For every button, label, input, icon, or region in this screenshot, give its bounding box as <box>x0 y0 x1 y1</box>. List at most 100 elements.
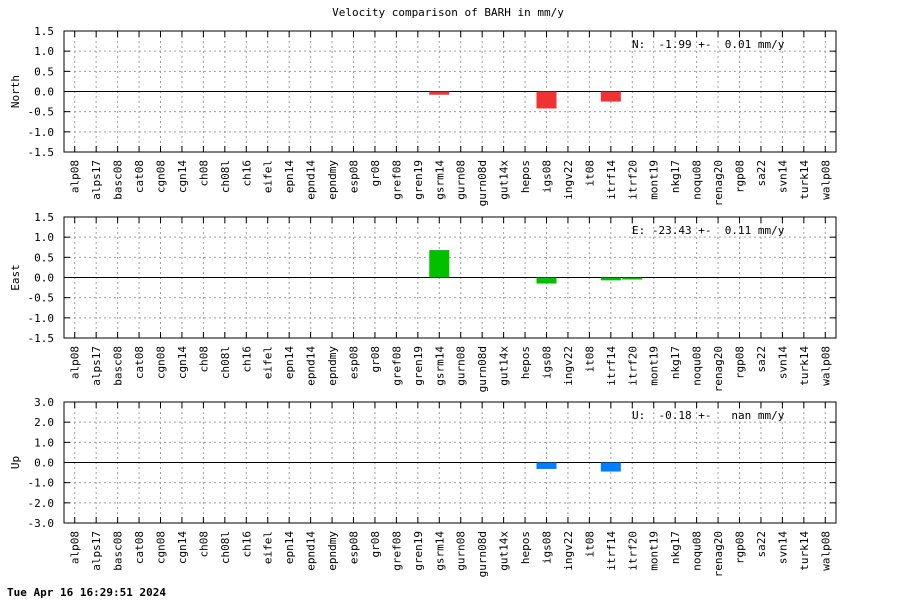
xtick-label-it08: it08 <box>583 531 596 558</box>
ytick-label: -1.0 <box>28 126 55 139</box>
xtick-label-gurn08d: gurn08d <box>476 531 489 577</box>
xtick-label-ch08: ch08 <box>197 346 210 373</box>
xtick-label-noqu08: noqu08 <box>691 531 704 571</box>
bar-itrf14 <box>600 91 621 102</box>
xtick-label-epn14: epn14 <box>283 160 296 193</box>
panel-east: 1.5 1.0 0.5 0.0 -0.5 -1.0 -1.5 alp08 alps17 basc0… <box>9 211 837 392</box>
xtick-label-esp08: esp08 <box>348 160 361 193</box>
xtick-label-basc08: basc08 <box>112 531 125 571</box>
xtick-label-epnd14: epnd14 <box>305 346 318 386</box>
panel-up: 3.0 2.0 1.0 0.0 -1.0 -2.0 -3.0 alp08 alps17 basc0… <box>9 396 837 577</box>
ytick-label: -2.0 <box>28 497 55 510</box>
xtick-label-turk14: turk14 <box>798 160 811 200</box>
xtick-label-svn14: svn14 <box>776 531 789 564</box>
xtick-label-rgp08: rgp08 <box>734 160 747 193</box>
xtick-label-cat08: cat08 <box>133 531 146 564</box>
xtick-label-cgn14: cgn14 <box>176 531 189 564</box>
bar-itrf14 <box>600 462 621 472</box>
xtick-label-esp08: esp08 <box>348 346 361 379</box>
ytick-label: 0.0 <box>34 457 54 470</box>
xtick-label-gref08: gref08 <box>390 346 403 386</box>
xtick-label-gurn08d: gurn08d <box>476 346 489 392</box>
annotation-north: N: -1.99 +- 0.01 mm/y <box>632 38 785 51</box>
xtick-label-alp08: alp08 <box>69 531 82 564</box>
xtick-label-gren19: gren19 <box>412 346 425 386</box>
xtick-label-ch08: ch08 <box>197 531 210 558</box>
xtick-label-itrf20: itrf20 <box>626 346 639 386</box>
annotation-east: E: -23.43 +- 0.11 mm/y <box>632 224 785 237</box>
annotation-up: U: -0.18 +- nan mm/y <box>632 409 785 422</box>
xtick-label-noqu08: noqu08 <box>691 160 704 200</box>
chart-title: Velocity comparison of BARH in mm/y <box>332 6 564 19</box>
xtick-label-ch08l: ch08l <box>219 531 232 564</box>
xtick-label-cat08: cat08 <box>133 160 146 193</box>
xtick-label-cgn08: cgn08 <box>155 160 168 193</box>
xtick-label-ingv22: ingv22 <box>562 160 575 200</box>
bar-igs08 <box>536 277 557 284</box>
xtick-label-it08: it08 <box>583 160 596 187</box>
xtick-label-nkg17: nkg17 <box>669 160 682 193</box>
xtick-label-cgn08: cgn08 <box>155 346 168 379</box>
xtick-label-svn14: svn14 <box>776 160 789 193</box>
xtick-label-renag20: renag20 <box>712 346 725 392</box>
xtick-label-ingv22: ingv22 <box>562 531 575 571</box>
xtick-label-gurn08: gurn08 <box>455 531 468 571</box>
ytick-label: 2.0 <box>34 416 54 429</box>
ytick-label: 1.5 <box>34 25 54 38</box>
ytick-label: 3.0 <box>34 396 54 409</box>
xtick-label-gref08: gref08 <box>390 160 403 200</box>
xtick-label-gr08: gr08 <box>369 531 382 558</box>
ytick-label: 1.0 <box>34 231 54 244</box>
xtick-label-itrf20: itrf20 <box>626 531 639 571</box>
xtick-label-igs08: igs08 <box>541 531 554 564</box>
xtick-label-epndmy: epndmy <box>326 346 339 386</box>
xtick-label-rgp08: rgp08 <box>734 346 747 379</box>
ytick-label: 0.0 <box>34 86 54 99</box>
xtick-label-eifel: eifel <box>262 346 275 379</box>
xtick-label-rgp08: rgp08 <box>734 531 747 564</box>
xtick-label-alps17: alps17 <box>90 346 103 386</box>
ylabel-north: North <box>9 75 22 108</box>
xtick-label-epnd14: epnd14 <box>305 531 318 571</box>
xtick-label-hepos: hepos <box>519 346 532 379</box>
xtick-label-renag20: renag20 <box>712 160 725 206</box>
xtick-label-gren19: gren19 <box>412 531 425 571</box>
xtick-label-alps17: alps17 <box>90 531 103 571</box>
xtick-label-gref08: gref08 <box>390 531 403 571</box>
xtick-label-gsrm14: gsrm14 <box>433 346 446 386</box>
xtick-label-mont19: mont19 <box>648 346 661 386</box>
xtick-label-basc08: basc08 <box>112 160 125 200</box>
xtick-label-esp08: esp08 <box>348 531 361 564</box>
xtick-label-gut14x: gut14x <box>498 160 511 200</box>
xtick-label-eifel: eifel <box>262 160 275 193</box>
ytick-label: -0.5 <box>28 106 55 119</box>
xtick-label-epndmy: epndmy <box>326 531 339 571</box>
xtick-label-hepos: hepos <box>519 160 532 193</box>
xtick-label-itrf14: itrf14 <box>605 160 618 200</box>
ytick-label: 1.5 <box>34 211 54 224</box>
xtick-label-gr08: gr08 <box>369 346 382 373</box>
bar-gsrm14 <box>429 91 450 95</box>
xtick-label-it08: it08 <box>583 346 596 373</box>
xtick-label-gurn08: gurn08 <box>455 160 468 200</box>
xtick-label-itrf14: itrf14 <box>605 346 618 386</box>
ytick-label: -1.5 <box>28 146 55 159</box>
xtick-label-sa22: sa22 <box>755 346 768 373</box>
ylabel-east: East <box>9 264 22 291</box>
xtick-label-cat08: cat08 <box>133 346 146 379</box>
xtick-label-epn14: epn14 <box>283 531 296 564</box>
ytick-label: -0.5 <box>28 292 55 305</box>
xtick-label-sa22: sa22 <box>755 160 768 187</box>
ytick-label: -3.0 <box>28 517 55 530</box>
xtick-label-cgn14: cgn14 <box>176 346 189 379</box>
xtick-label-igs08: igs08 <box>541 346 554 379</box>
ytick-label: -1.0 <box>28 312 55 325</box>
ytick-label: -1.5 <box>28 332 55 345</box>
bar-igs08 <box>536 91 557 109</box>
xtick-label-walp08: walp08 <box>819 531 832 571</box>
xtick-label-igs08: igs08 <box>541 160 554 193</box>
xtick-label-svn14: svn14 <box>776 346 789 379</box>
xtick-label-ch16: ch16 <box>240 531 253 558</box>
xtick-label-renag20: renag20 <box>712 531 725 577</box>
xtick-label-noqu08: noqu08 <box>691 346 704 386</box>
